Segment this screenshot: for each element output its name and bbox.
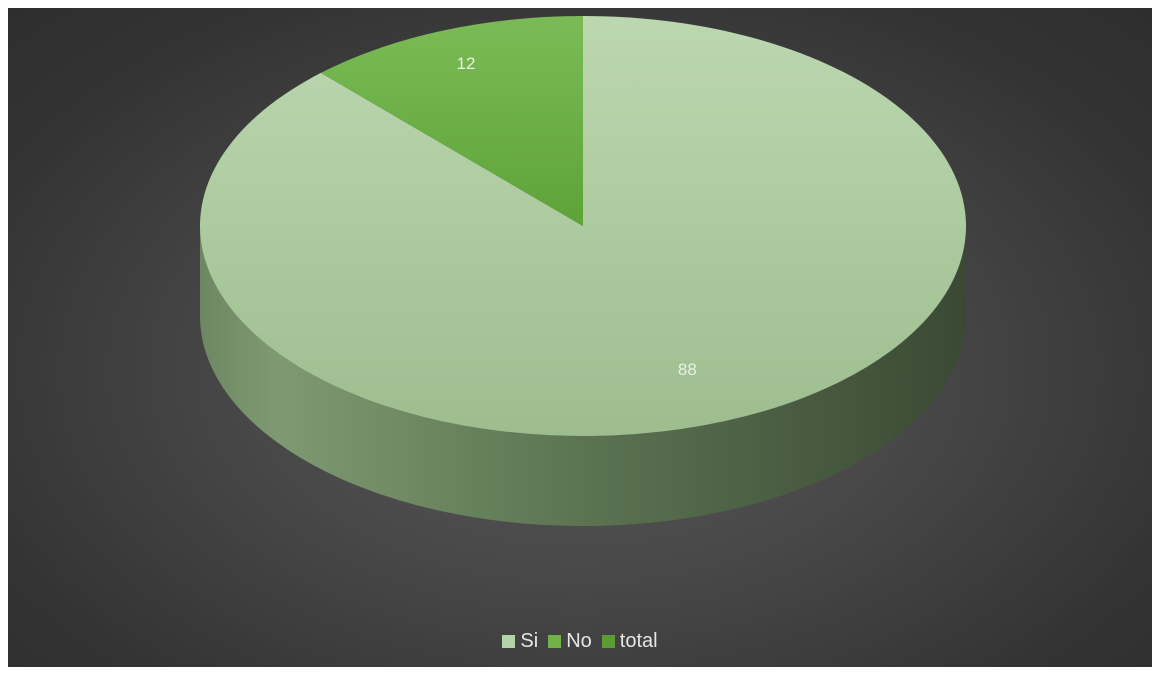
legend-item-total: total bbox=[601, 630, 658, 653]
pie-side-wall bbox=[200, 226, 966, 526]
data-label-no: 12 bbox=[456, 53, 476, 73]
chart-area: 88 12 Si No total bbox=[8, 8, 1152, 667]
pie-chart bbox=[199, 16, 966, 526]
legend-label-total: total bbox=[619, 630, 658, 652]
pie-slice-no bbox=[320, 16, 583, 226]
legend-label-si: Si bbox=[520, 630, 539, 652]
legend-item-no: No bbox=[548, 630, 592, 653]
legend-item-si: Si bbox=[502, 630, 538, 653]
legend-swatch-si bbox=[502, 635, 516, 648]
legend-label-no: No bbox=[566, 630, 592, 652]
legend: Si No total bbox=[8, 630, 1152, 653]
data-label-si: 88 bbox=[677, 360, 697, 380]
legend-swatch-no bbox=[548, 635, 562, 648]
pie-slice-si bbox=[199, 16, 966, 436]
legend-swatch-total bbox=[601, 635, 615, 648]
